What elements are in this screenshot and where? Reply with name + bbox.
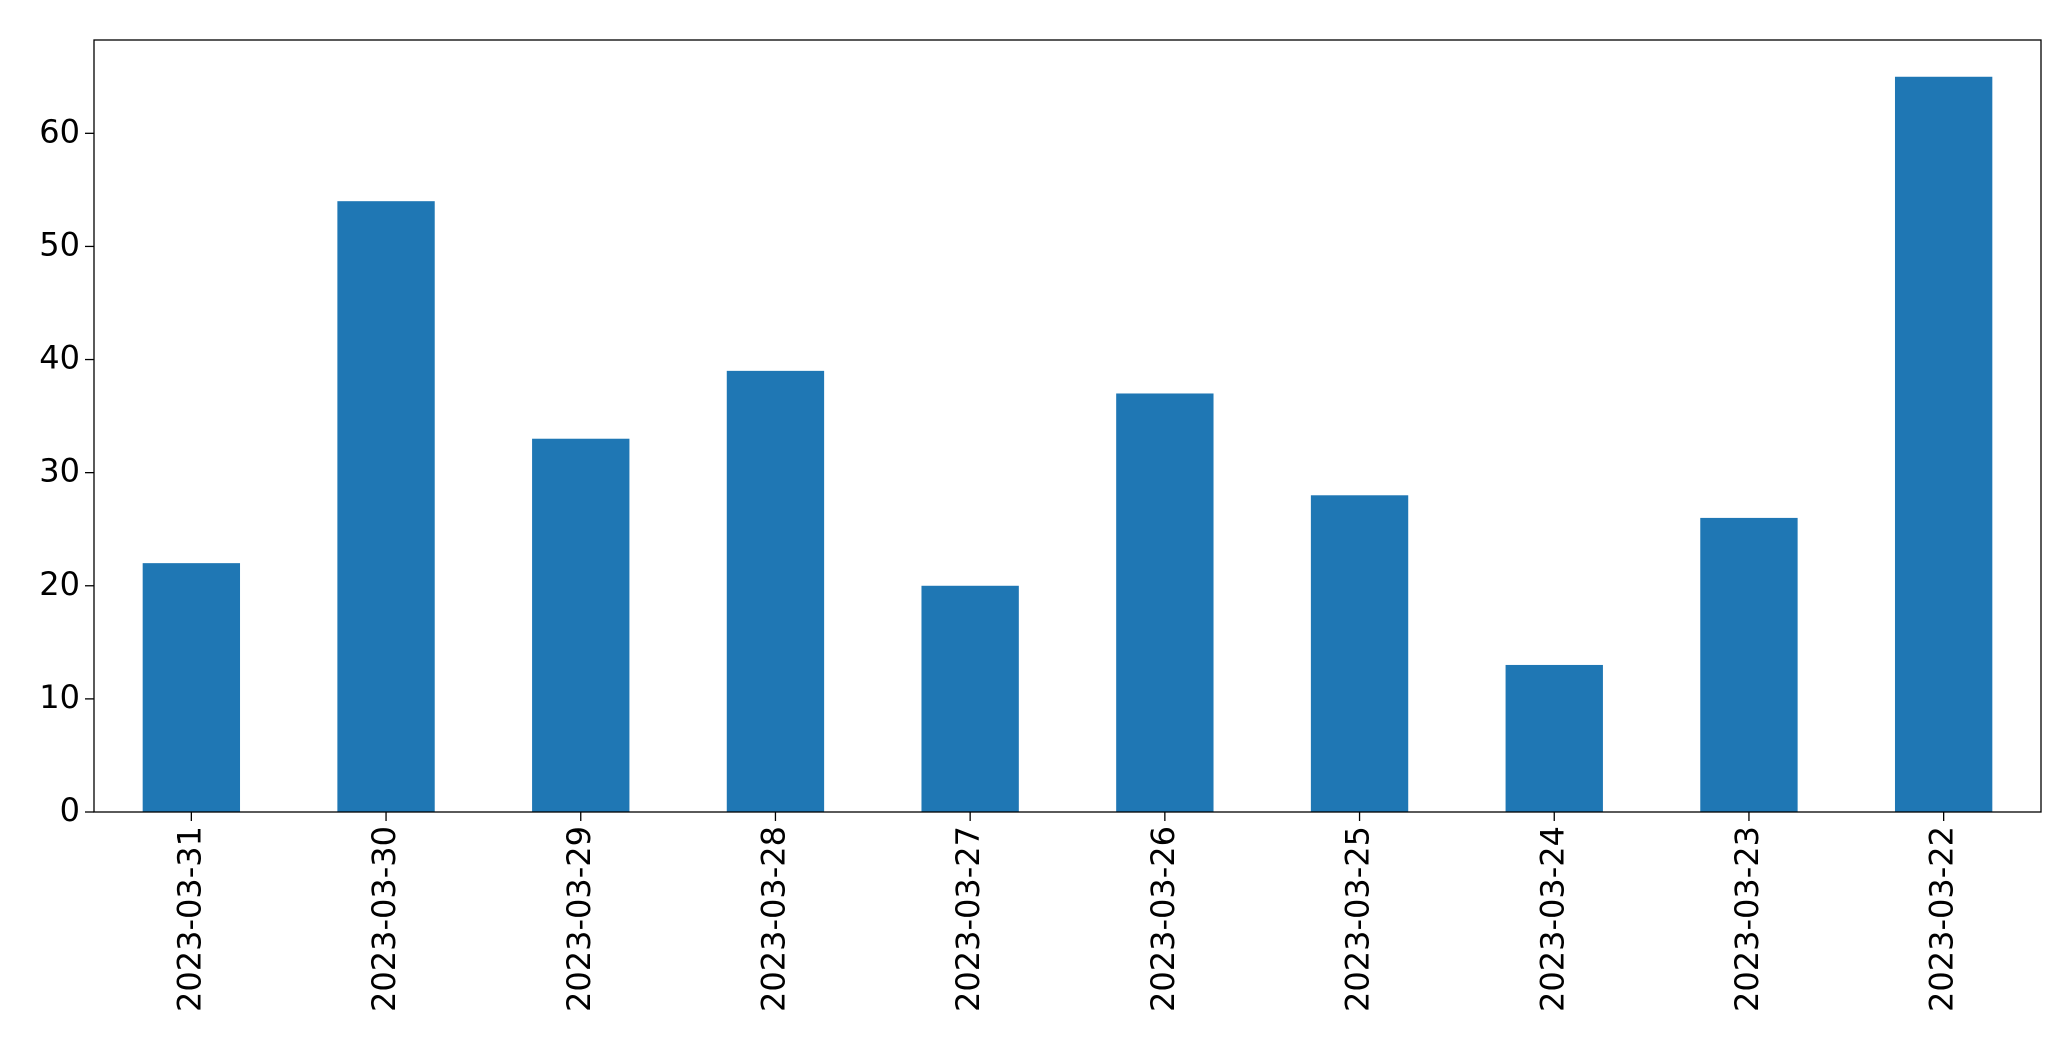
plot-frame: [93, 39, 2042, 813]
x-tick-label: 2023-03-27: [949, 826, 987, 1012]
bar: [1116, 393, 1214, 812]
y-tick-label: 30: [39, 452, 80, 490]
x-tick-label: 2023-03-31: [170, 826, 208, 1012]
y-tick-label: 20: [39, 565, 80, 603]
y-tick-label: 40: [39, 339, 80, 377]
bar: [1700, 517, 1798, 812]
x-tick-label: 2023-03-25: [1339, 826, 1377, 1012]
bar: [1505, 664, 1603, 812]
bar: [726, 370, 825, 812]
bar: [921, 585, 1019, 812]
x-tick-label: 2023-03-28: [754, 826, 792, 1012]
y-tick-label: 50: [39, 225, 80, 263]
x-tick-label: 2023-03-23: [1728, 826, 1766, 1012]
x-tick-label: 2023-03-26: [1144, 826, 1182, 1012]
bar: [1310, 495, 1409, 812]
bar: [532, 438, 630, 812]
x-tick-label: 2023-03-22: [1923, 826, 1961, 1012]
y-tick-label: 10: [39, 678, 80, 716]
x-tick-label: 2023-03-29: [560, 826, 598, 1012]
bar: [1894, 76, 1993, 812]
x-tick-label: 2023-03-30: [365, 826, 403, 1012]
bar: [142, 563, 241, 812]
x-tick-label: 2023-03-24: [1533, 826, 1571, 1012]
y-tick-label: 0: [60, 791, 80, 829]
bar: [337, 201, 435, 812]
y-tick-label: 60: [39, 112, 80, 150]
